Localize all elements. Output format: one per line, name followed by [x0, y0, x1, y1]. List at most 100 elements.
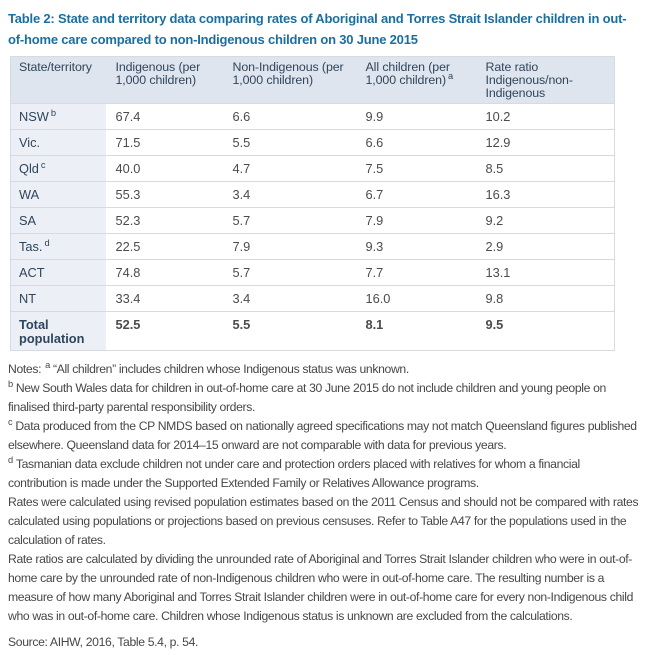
footnote-marker: d [8, 454, 13, 465]
state-cell: NT [10, 285, 106, 312]
value-cell: 5.5 [222, 129, 356, 156]
footnote-marker: c [40, 159, 46, 170]
table-title: Table 2: State and territory data compar… [8, 11, 627, 47]
state-cell: Total population [10, 311, 106, 351]
value-cell: 7.9 [222, 233, 356, 260]
table-row-tas: Tas. d 22.5 7.9 9.3 2.9 [10, 233, 615, 260]
note-rates: Rates were calculated using revised popu… [8, 493, 640, 550]
state-label: Qld [19, 161, 39, 176]
col-header-label: Non-Indigenous (per 1,000 children) [232, 60, 344, 87]
value-cell: 16.0 [355, 285, 476, 312]
note-text: New South Wales data for children in out… [8, 381, 606, 414]
note-text: “All children” includes children whose I… [52, 362, 409, 376]
note-text: Data produced from the CP NMDS based on … [8, 419, 637, 452]
value-cell: 52.5 [105, 311, 223, 351]
state-cell: ACT [10, 259, 106, 286]
col-header-all-children-rate: All children (per 1,000 children) a [355, 56, 476, 104]
value-cell: 4.7 [222, 155, 356, 182]
notes-label: Notes: [8, 362, 42, 376]
note-text: Rates were calculated using revised popu… [8, 495, 639, 547]
state-cell: Qld c [10, 155, 106, 182]
footnote-marker: a [447, 70, 454, 81]
footnote-marker: b [8, 378, 13, 389]
data-table: State/territory Indigenous (per 1,000 ch… [10, 56, 615, 351]
value-cell: 6.6 [355, 129, 476, 156]
value-cell: 9.9 [355, 103, 476, 130]
value-cell: 9.2 [475, 207, 615, 234]
col-header-non-indigenous-rate: Non-Indigenous (per 1,000 children) [222, 56, 356, 104]
footnote-marker: a [45, 359, 50, 370]
value-cell: 3.4 [222, 285, 356, 312]
col-header-label: Indigenous (per 1,000 children) [115, 60, 201, 87]
value-cell: 67.4 [105, 103, 223, 130]
table-row-nt: NT 33.4 3.4 16.0 9.8 [10, 285, 615, 312]
value-cell: 6.7 [355, 181, 476, 208]
value-cell: 10.2 [475, 103, 615, 130]
state-label: Total population [19, 317, 85, 346]
state-cell: NSW b [10, 103, 106, 130]
value-cell: 7.5 [355, 155, 476, 182]
state-label: SA [19, 213, 37, 228]
note-d: d Tasmanian data exclude children not und… [8, 455, 640, 493]
col-header-label: All children (per 1,000 children) [365, 60, 450, 87]
table-row-wa: WA 55.3 3.4 6.7 16.3 [10, 181, 615, 208]
state-cell: Vic. [10, 129, 106, 156]
value-cell: 3.4 [222, 181, 356, 208]
value-cell: 13.1 [475, 259, 615, 286]
value-cell: 9.5 [475, 311, 615, 351]
value-cell: 74.8 [105, 259, 223, 286]
header-row: State/territory Indigenous (per 1,000 ch… [10, 56, 615, 104]
table-row-total-population: Total population 52.5 5.5 8.1 9.5 [10, 311, 615, 351]
col-header-label: State/territory [19, 60, 92, 74]
value-cell: 5.5 [222, 311, 356, 351]
note-text: Tasmanian data exclude children not unde… [8, 457, 580, 490]
value-cell: 33.4 [105, 285, 223, 312]
table-notes: Notes: a “All children” includes children … [8, 360, 640, 652]
col-header-indigenous-rate: Indigenous (per 1,000 children) [105, 56, 223, 104]
state-label: Vic. [19, 135, 41, 150]
value-cell: 9.3 [355, 233, 476, 260]
table-row-nsw: NSW b 67.4 6.6 9.9 10.2 [10, 103, 615, 130]
value-cell: 55.3 [105, 181, 223, 208]
value-cell: 71.5 [105, 129, 223, 156]
footnote-marker: d [44, 237, 50, 248]
note-text: Rate ratios are calculated by dividing t… [8, 552, 634, 623]
col-header-label: Rate ratio Indigenous/non-Indigenous [485, 60, 573, 100]
footnote-marker: c [8, 416, 13, 427]
value-cell: 5.7 [222, 207, 356, 234]
value-cell: 40.0 [105, 155, 223, 182]
note-rate-ratios: Rate ratios are calculated by dividing t… [8, 550, 640, 626]
value-cell: 16.3 [475, 181, 615, 208]
state-label: WA [19, 187, 40, 202]
table-row-qld: Qld c 40.0 4.7 7.5 8.5 [10, 155, 615, 182]
table-row-sa: SA 52.3 5.7 7.9 9.2 [10, 207, 615, 234]
value-cell: 22.5 [105, 233, 223, 260]
table-row-act: ACT 74.8 5.7 7.7 13.1 [10, 259, 615, 286]
value-cell: 7.9 [355, 207, 476, 234]
value-cell: 7.7 [355, 259, 476, 286]
value-cell: 8.5 [475, 155, 615, 182]
value-cell: 2.9 [475, 233, 615, 260]
value-cell: 9.8 [475, 285, 615, 312]
state-cell: SA [10, 207, 106, 234]
value-cell: 52.3 [105, 207, 223, 234]
value-cell: 5.7 [222, 259, 356, 286]
note-b: b New South Wales data for children in ou… [8, 379, 640, 417]
value-cell: 6.6 [222, 103, 356, 130]
state-label: NT [19, 291, 37, 306]
table-row-vic: Vic. 71.5 5.5 6.6 12.9 [10, 129, 615, 156]
state-label: NSW [19, 109, 49, 124]
value-cell: 12.9 [475, 129, 615, 156]
state-cell: Tas. d [10, 233, 106, 260]
source-line: Source: AIHW, 2016, Table 5.4, p. 54. [8, 635, 199, 649]
note-c: c Data produced from the CP NMDS based on… [8, 417, 640, 455]
col-header-rate-ratio: Rate ratio Indigenous/non-Indigenous [475, 56, 615, 104]
state-label: Tas. [19, 239, 43, 254]
state-cell: WA [10, 181, 106, 208]
note-a: Notes: a “All children” includes children … [8, 360, 640, 379]
col-header-state-territory: State/territory [10, 56, 106, 104]
state-label: ACT [19, 265, 45, 280]
value-cell: 8.1 [355, 311, 476, 351]
footnote-marker: b [50, 107, 57, 118]
